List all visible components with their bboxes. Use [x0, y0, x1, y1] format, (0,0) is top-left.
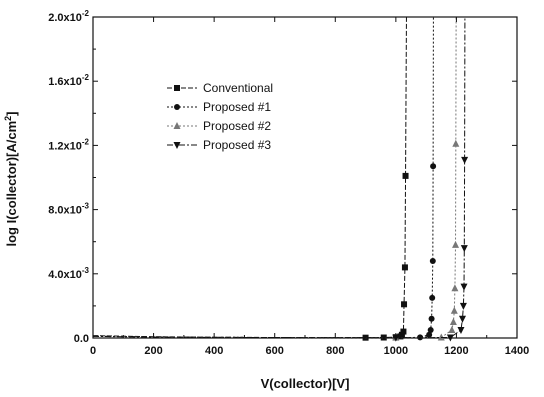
legend-marker [173, 142, 181, 149]
y-tick-label: 1.2x10-2 [48, 137, 89, 152]
legend-label: Proposed #3 [203, 138, 271, 152]
y-axis-title-main: log I(collector)[A/cm [4, 121, 19, 247]
data-point [398, 331, 405, 338]
x-tick-label: 1000 [384, 345, 408, 357]
data-point [458, 315, 466, 323]
legend-marker [174, 104, 180, 110]
y-axis-title-sup: 2 [3, 116, 13, 121]
y-axis-title-end: ] [4, 111, 19, 115]
data-point [452, 139, 460, 147]
data-point [460, 245, 468, 253]
series-3 [92, 16, 460, 341]
y-tick-mantissa: 8.0x10 [48, 205, 82, 217]
y-tick-mantissa: 4.0x10 [48, 269, 82, 281]
y-tick-label: 4.0x10-3 [48, 266, 89, 281]
data-point [402, 172, 409, 179]
data-point [448, 325, 456, 333]
data-point [427, 326, 434, 333]
y-axis-ticks: 0.04.0x10-38.0x10-31.2x10-21.6x10-22.0x1… [48, 9, 517, 345]
y-axis-title: log I(collector)[A/cm2] [3, 111, 19, 246]
x-tick-label: 600 [266, 345, 284, 357]
y-tick-label: 0.0 [74, 333, 89, 345]
y-tick-label: 1.6x10-2 [48, 73, 89, 88]
data-point [451, 284, 459, 292]
y-tick-mantissa: 0.0 [74, 333, 89, 345]
data-point [461, 156, 469, 164]
series-layer [92, 16, 469, 342]
y-tick-exponent: -2 [82, 73, 90, 82]
x-tick-label: 1200 [444, 345, 468, 357]
legend: Conventional Proposed #1 Proposed #2 Propos… [161, 74, 309, 160]
legend-marker [174, 85, 180, 91]
data-point [429, 294, 436, 301]
data-point [426, 331, 433, 338]
series-2 [92, 16, 437, 341]
x-axis-title: V(collector)[V] [261, 376, 350, 391]
y-tick-mantissa: 1.2x10 [48, 140, 82, 152]
x-tick-label: 400 [205, 345, 223, 357]
series-line [92, 16, 466, 339]
data-point [428, 315, 435, 322]
data-point [401, 301, 408, 308]
y-tick-exponent: -2 [82, 9, 90, 18]
data-point [459, 302, 467, 310]
data-point [437, 333, 445, 341]
data-point [452, 240, 460, 248]
series-line [92, 16, 457, 339]
data-point [450, 306, 458, 314]
series-line [92, 16, 407, 339]
x-tick-label: 800 [326, 345, 344, 357]
legend-label: Conventional [203, 81, 273, 95]
series-line [92, 16, 434, 339]
y-tick-exponent: -3 [82, 266, 90, 275]
data-point [460, 283, 468, 291]
series-1 [92, 16, 409, 341]
legend-label: Proposed #1 [203, 100, 271, 114]
y-tick-label: 8.0x10-3 [48, 202, 89, 217]
y-tick-mantissa: 1.6x10 [48, 76, 82, 88]
legend-label: Proposed #2 [203, 119, 271, 133]
y-tick-exponent: -2 [82, 137, 90, 146]
y-tick-mantissa: 2.0x10 [48, 12, 82, 24]
data-point [392, 334, 400, 342]
y-tick-label: 2.0x10-2 [48, 9, 89, 24]
x-axis-ticks: 0 200 400 600 800 1000 1200 1400 [90, 17, 529, 357]
data-point [446, 334, 454, 342]
y-tick-exponent: -3 [82, 202, 90, 211]
data-point [401, 264, 408, 271]
data-point [457, 326, 465, 334]
data-point [429, 257, 436, 264]
series-4 [92, 16, 469, 342]
data-point [400, 328, 407, 335]
legend-marker [173, 122, 181, 129]
x-tick-label: 1400 [505, 345, 529, 357]
data-point [430, 163, 437, 170]
data-point [449, 317, 457, 325]
x-tick-label: 200 [144, 345, 162, 357]
x-tick-label: 0 [90, 345, 96, 357]
